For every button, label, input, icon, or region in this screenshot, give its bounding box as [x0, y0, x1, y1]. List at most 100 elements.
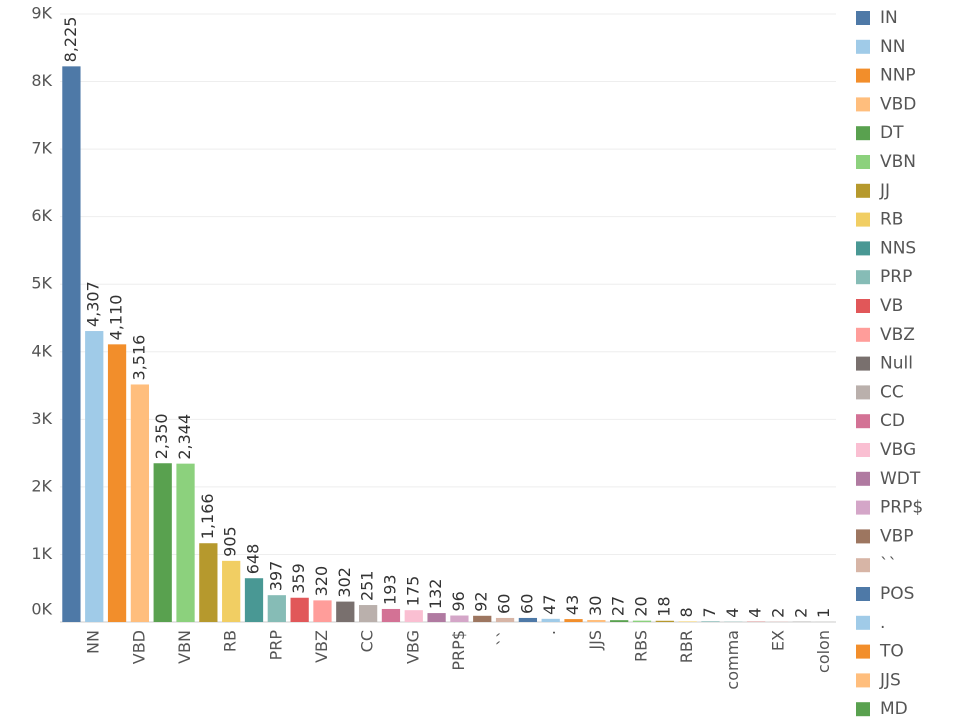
legend-label: VBZ: [880, 325, 915, 345]
value-label: 2,350: [152, 413, 171, 459]
legend-label: POS: [880, 584, 914, 604]
legend-label: WDT: [880, 469, 921, 489]
x-tick-label: VBG: [403, 630, 422, 664]
value-label: 4: [723, 608, 742, 618]
value-label: 302: [335, 567, 354, 598]
legend-swatch: [856, 241, 870, 256]
bar: [267, 595, 286, 622]
legend-label: IN: [880, 8, 898, 28]
value-label: 132: [426, 579, 445, 610]
value-label: 320: [312, 566, 331, 597]
bar: [404, 610, 423, 622]
legend-swatch: [856, 471, 870, 486]
legend-label: NN: [880, 37, 905, 57]
y-tick-label: 1K: [31, 544, 52, 563]
legend-swatch: [856, 183, 870, 198]
y-tick-label: 3K: [31, 409, 52, 428]
bar: [107, 344, 127, 622]
legend-swatch: [856, 414, 870, 429]
y-tick-label: 9K: [31, 4, 52, 23]
legend-swatch: [856, 11, 870, 25]
bar: [199, 543, 218, 622]
value-label: 7: [700, 607, 719, 617]
x-tick-label: VBZ: [312, 630, 331, 663]
value-label: 193: [380, 574, 399, 605]
y-tick-label: 0K: [31, 600, 52, 619]
legend-label: VB: [880, 296, 903, 316]
legend-swatch: [856, 299, 870, 313]
bar: [587, 619, 606, 622]
legend-label: ``: [880, 555, 897, 575]
value-label: 175: [403, 576, 422, 607]
legend-label: CD: [880, 411, 905, 431]
legend-label: RB: [880, 210, 903, 230]
value-label: 27: [609, 596, 628, 616]
bar: [381, 608, 401, 622]
bar: [336, 601, 355, 622]
bar: [655, 620, 674, 622]
legend-label: NNS: [880, 238, 916, 258]
legend-swatch: [856, 126, 870, 141]
value-label: 47: [540, 594, 559, 614]
value-label: 648: [244, 544, 263, 575]
x-tick-label: CC: [358, 630, 377, 652]
y-tick-label: 5K: [31, 274, 52, 293]
x-tick-label: VBD: [129, 630, 148, 664]
bar: [130, 384, 150, 622]
x-tick-label: EX: [768, 630, 787, 651]
bar: [222, 560, 241, 622]
value-label: 1,166: [198, 493, 217, 539]
legend-swatch: [856, 558, 870, 573]
legend-label: JJS: [879, 670, 901, 690]
value-label: 251: [358, 570, 377, 601]
x-tick-label: ``: [495, 630, 514, 646]
x-tick-label: PRP: [266, 630, 285, 661]
bar: [564, 619, 583, 622]
legend-label: VBD: [880, 94, 916, 114]
legend-swatch: [856, 212, 870, 227]
x-tick-label: RBS: [632, 630, 651, 662]
value-label: 8,225: [61, 17, 80, 63]
value-label: 20: [632, 596, 651, 616]
value-label: 92: [472, 591, 491, 611]
legend-swatch: [856, 270, 870, 285]
bar: [62, 66, 81, 623]
legend-swatch: [856, 68, 870, 83]
legend-swatch: [856, 529, 870, 544]
bar: [358, 605, 378, 622]
legend-label: PRP$: [880, 498, 923, 518]
y-tick-label: 2K: [31, 476, 52, 495]
legend-swatch: [856, 500, 870, 515]
bar: [176, 463, 195, 622]
bar: [427, 613, 446, 622]
bar: [678, 621, 697, 622]
legend-label: VBP: [880, 526, 914, 546]
value-label: 2: [768, 608, 787, 618]
legend-swatch: [856, 702, 870, 717]
legend-label: NNP: [880, 66, 916, 86]
legend-label: DT: [880, 123, 904, 143]
legend-label: CC: [880, 382, 904, 402]
value-label: 4,307: [84, 281, 103, 327]
x-tick-label: RBR: [677, 630, 696, 663]
value-label: 359: [289, 563, 308, 594]
legend-label: VBN: [880, 152, 916, 172]
y-tick-label: 6K: [31, 206, 52, 225]
bar: [495, 617, 515, 622]
legend-swatch: [856, 39, 870, 54]
value-label: 3,516: [129, 335, 148, 381]
y-tick-label: 8K: [31, 71, 52, 90]
value-label: 2,344: [175, 414, 194, 460]
bar: [450, 615, 469, 622]
legend-swatch: [856, 443, 870, 457]
value-label: 397: [266, 561, 285, 592]
legend-label: VBG: [880, 440, 916, 460]
value-label: 43: [563, 595, 582, 615]
bar: [85, 331, 104, 622]
value-label: 4,110: [107, 295, 126, 341]
legend-label: MD: [880, 699, 908, 719]
legend-swatch: [856, 327, 870, 342]
value-label: 30: [586, 596, 605, 616]
value-label: 8: [677, 607, 696, 617]
